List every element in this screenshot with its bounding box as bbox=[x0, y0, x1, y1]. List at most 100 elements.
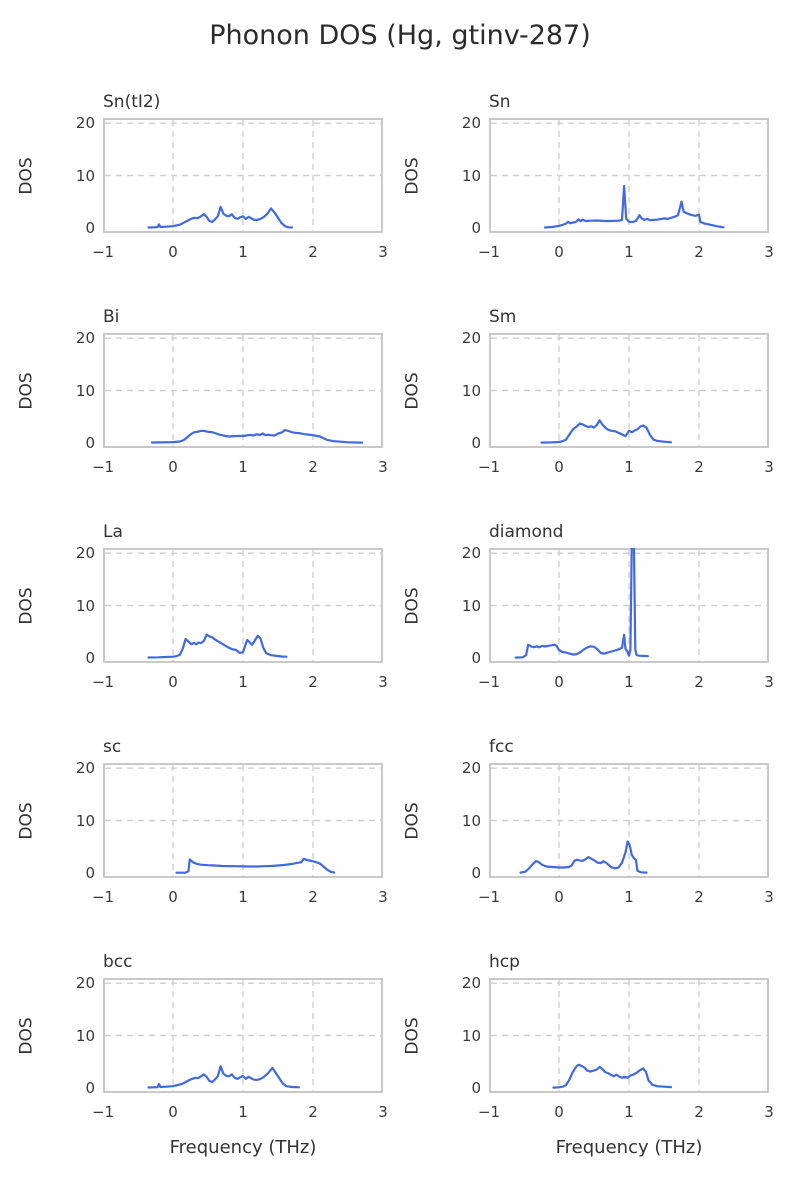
subplot: fcc DOS 0 10 20 −1 0 1 2 3 bbox=[401, 735, 774, 906]
plot-frame bbox=[489, 978, 769, 1093]
x-tick-label: 2 bbox=[308, 888, 318, 906]
x-tick-label: 1 bbox=[624, 1103, 634, 1121]
plot-area bbox=[489, 118, 769, 233]
figure-title: Phonon DOS (Hg, gtinv-287) bbox=[209, 20, 591, 51]
subplot-title: sc bbox=[103, 737, 122, 757]
dos-plot bbox=[489, 333, 769, 448]
subplot-title: Sn bbox=[489, 92, 511, 112]
subplot: hcp DOS 0 10 20 −1 0 1 2 3 Frequency (THz) bbox=[401, 950, 774, 1158]
x-tick-label: 2 bbox=[694, 888, 704, 906]
x-tick-label: 0 bbox=[554, 458, 564, 476]
dos-curve bbox=[552, 1063, 673, 1089]
x-tick-label: −1 bbox=[477, 1103, 501, 1121]
subplot-title: Sn(tI2) bbox=[103, 92, 161, 112]
gridlines bbox=[491, 550, 767, 661]
y-tick-label: 10 bbox=[461, 381, 481, 400]
x-tick-label: 3 bbox=[764, 888, 774, 906]
plot-row: DOS 0 10 20 bbox=[15, 329, 383, 452]
x-tick-label: 3 bbox=[764, 458, 774, 476]
dos-curve bbox=[540, 419, 673, 444]
dos-plot bbox=[103, 978, 383, 1093]
plot-area bbox=[103, 763, 383, 878]
gridlines bbox=[491, 980, 767, 1091]
y-tick-labels: 0 10 20 bbox=[401, 544, 487, 667]
subplot: diamond DOS 0 10 20 −1 0 1 2 3 bbox=[401, 520, 774, 691]
x-tick-label: 1 bbox=[624, 458, 634, 476]
subplot-title: Sm bbox=[489, 307, 517, 327]
plot-row: DOS 0 10 20 bbox=[401, 114, 769, 237]
x-tick-label: 1 bbox=[624, 673, 634, 691]
dos-plot bbox=[489, 978, 769, 1093]
dos-plot bbox=[489, 763, 769, 878]
x-tick-labels: −1 0 1 2 3 bbox=[92, 878, 388, 906]
dos-plot bbox=[489, 548, 769, 663]
subplot-title: La bbox=[103, 522, 123, 542]
x-tick-label: 3 bbox=[764, 243, 774, 261]
subplot-title: fcc bbox=[489, 737, 514, 757]
x-tick-label: 0 bbox=[168, 673, 178, 691]
plot-frame bbox=[103, 548, 383, 663]
dos-plot bbox=[103, 763, 383, 878]
x-tick-label: 3 bbox=[764, 1103, 774, 1121]
x-tick-label: 0 bbox=[168, 888, 178, 906]
subplot: Bi DOS 0 10 20 −1 0 1 2 3 bbox=[15, 305, 388, 476]
y-tick-label: 20 bbox=[75, 544, 95, 563]
x-tick-label: −1 bbox=[91, 1103, 115, 1121]
plot-frame bbox=[103, 978, 383, 1093]
y-tick-label: 10 bbox=[461, 1026, 481, 1045]
y-tick-label: 20 bbox=[461, 974, 481, 993]
x-tick-label: 2 bbox=[308, 673, 318, 691]
x-tick-label: 2 bbox=[308, 1103, 318, 1121]
y-tick-labels: 0 10 20 bbox=[15, 544, 101, 667]
subplot-title: Bi bbox=[103, 307, 120, 327]
y-tick-label: 0 bbox=[471, 433, 481, 452]
y-tick-label: 10 bbox=[75, 1026, 95, 1045]
x-tick-label: 0 bbox=[554, 1103, 564, 1121]
dos-curve bbox=[150, 428, 364, 444]
x-tick-label: 3 bbox=[378, 888, 388, 906]
y-tick-labels: 0 10 20 bbox=[15, 329, 101, 452]
y-tick-labels: 0 10 20 bbox=[15, 974, 101, 1097]
y-tick-label: 0 bbox=[471, 218, 481, 237]
dos-curve bbox=[147, 205, 294, 229]
y-tick-labels: 0 10 20 bbox=[401, 329, 487, 452]
x-tick-label: 3 bbox=[378, 673, 388, 691]
x-tick-label: −1 bbox=[91, 888, 115, 906]
subplot: sc DOS 0 10 20 −1 0 1 2 3 bbox=[15, 735, 388, 906]
subplot: La DOS 0 10 20 −1 0 1 2 3 bbox=[15, 520, 388, 691]
x-tick-label: 2 bbox=[694, 673, 704, 691]
x-tick-label: 0 bbox=[554, 673, 564, 691]
y-tick-label: 20 bbox=[75, 974, 95, 993]
dos-plot bbox=[103, 118, 383, 233]
x-tick-label: 2 bbox=[694, 458, 704, 476]
y-tick-labels: 0 10 20 bbox=[15, 759, 101, 882]
y-tick-label: 20 bbox=[75, 329, 95, 348]
y-tick-label: 0 bbox=[471, 648, 481, 667]
x-tick-label: 3 bbox=[378, 243, 388, 261]
y-tick-label: 10 bbox=[75, 596, 95, 615]
x-tick-labels: −1 0 1 2 3 bbox=[478, 233, 774, 261]
gridlines bbox=[105, 550, 381, 661]
y-tick-label: 10 bbox=[75, 166, 95, 185]
dos-curve bbox=[175, 857, 336, 874]
y-tick-label: 0 bbox=[85, 863, 95, 882]
x-tick-labels: −1 0 1 2 3 bbox=[92, 663, 388, 691]
x-tick-label: −1 bbox=[477, 243, 501, 261]
y-tick-label: 0 bbox=[85, 433, 95, 452]
y-tick-label: 0 bbox=[471, 863, 481, 882]
x-tick-label: −1 bbox=[477, 888, 501, 906]
y-tick-labels: 0 10 20 bbox=[15, 114, 101, 237]
dos-curve bbox=[147, 633, 288, 659]
plot-area bbox=[489, 763, 769, 878]
gridlines bbox=[491, 335, 767, 446]
plot-row: DOS 0 10 20 bbox=[15, 114, 383, 237]
plot-row: DOS 0 10 20 bbox=[401, 544, 769, 667]
x-tick-label: 1 bbox=[238, 243, 248, 261]
subplot: Sm DOS 0 10 20 −1 0 1 2 3 bbox=[401, 305, 774, 476]
y-tick-label: 20 bbox=[75, 759, 95, 778]
plot-row: DOS 0 10 20 bbox=[15, 974, 383, 1097]
y-tick-label: 0 bbox=[85, 648, 95, 667]
plot-area bbox=[489, 333, 769, 448]
subplot: bcc DOS 0 10 20 −1 0 1 2 3 Frequency (THz) bbox=[15, 950, 388, 1158]
